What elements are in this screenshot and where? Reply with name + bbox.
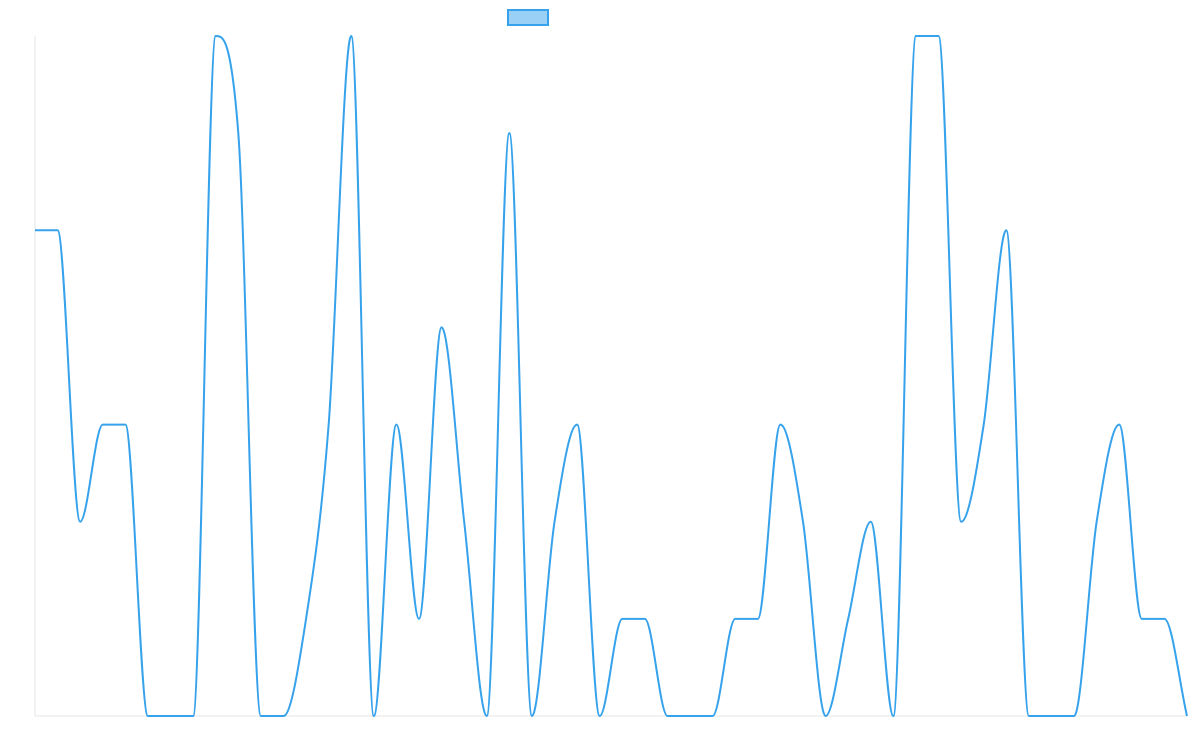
legend-swatch (507, 9, 549, 26)
line-series (35, 34, 1188, 718)
